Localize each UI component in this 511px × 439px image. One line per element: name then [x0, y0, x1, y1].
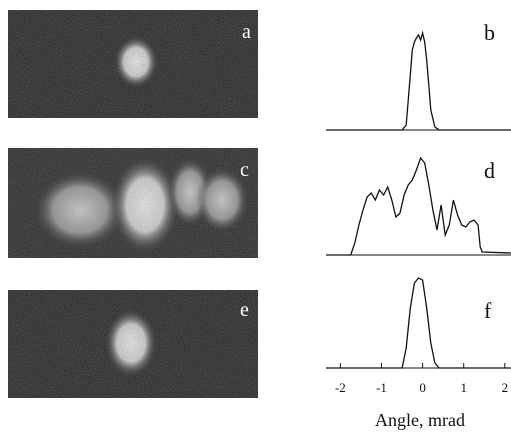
- panel-label: e: [240, 299, 249, 321]
- x-tick-label: -2: [335, 380, 346, 395]
- x-tick-label: 1: [460, 380, 467, 395]
- x-tick-label: 2: [502, 380, 509, 395]
- x-tick-label: 0: [419, 380, 426, 395]
- profile-line: [326, 277, 511, 369]
- panel-label: a: [242, 21, 251, 43]
- panel-label: c: [240, 159, 249, 181]
- image-e: [8, 290, 258, 398]
- profile-line: [326, 156, 511, 256]
- image-a: [8, 10, 258, 118]
- panel-label: d: [484, 158, 495, 183]
- profile-line: [326, 30, 511, 131]
- x-tick-label: -1: [376, 380, 387, 395]
- x-axis-title: Angle, mrad: [375, 410, 465, 430]
- panel-label: f: [484, 298, 492, 323]
- image-c: [8, 148, 258, 258]
- panel-label: b: [484, 20, 495, 45]
